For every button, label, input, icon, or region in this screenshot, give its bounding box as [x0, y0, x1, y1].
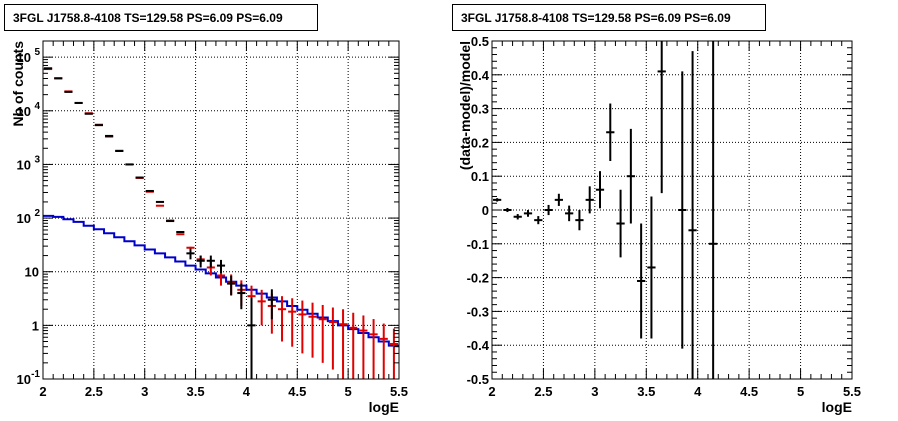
right-x-tick-label: 4.5 — [740, 384, 758, 399]
data-point — [186, 248, 195, 260]
left-x-tick-label: 3 — [141, 384, 148, 399]
residual-point — [637, 223, 646, 339]
left-y-tick-label: 10 — [17, 211, 31, 226]
right-y-tick-label: 0.2 — [471, 135, 489, 150]
right-y-tick-label: 0.5 — [471, 34, 489, 49]
data-point — [237, 283, 246, 310]
left-y-tick-exponent: 4 — [34, 101, 40, 112]
data-point — [216, 259, 226, 274]
right-x-tick-label: 2 — [488, 384, 495, 399]
right-x-tick-label: 5.5 — [843, 384, 861, 399]
model-point — [338, 309, 348, 379]
residual-point — [503, 207, 512, 213]
left-y-tick-exponent: -1 — [31, 369, 40, 380]
residual-point — [709, 41, 718, 379]
right-y-tick-label: 0.1 — [471, 169, 489, 184]
model-point — [308, 302, 317, 358]
right-x-tick-label: 3 — [591, 384, 598, 399]
residual-point — [534, 216, 543, 225]
data-point — [267, 289, 276, 320]
left-x-tick-label: 3.5 — [187, 384, 205, 399]
model-point — [328, 307, 337, 370]
right-x-tick-label: 3.5 — [637, 384, 655, 399]
model-point — [389, 328, 398, 379]
data-point — [196, 255, 205, 268]
data-point — [206, 255, 215, 268]
left-x-tick-label: 5.5 — [390, 384, 408, 399]
residual-point — [688, 51, 697, 379]
left-y-tick-label: 10 — [17, 104, 31, 119]
residual-point — [626, 128, 635, 224]
residual-point — [513, 214, 522, 220]
residual-point — [647, 196, 656, 339]
left-y-tick-label: 10 — [25, 265, 39, 280]
model-point — [349, 312, 358, 379]
residual-point — [544, 204, 553, 216]
left-y-tick-label: 10 — [17, 50, 31, 65]
left-y-tick-exponent: 3 — [34, 154, 40, 165]
right-x-tick-label: 5 — [797, 384, 804, 399]
model-point — [298, 300, 307, 354]
residual-point — [678, 71, 687, 349]
model-point — [186, 246, 195, 249]
right-x-tick-label: 4 — [694, 384, 702, 399]
model-point — [257, 289, 266, 326]
residual-point — [493, 198, 502, 202]
right-y-tick-label: -0.3 — [467, 304, 489, 319]
left-x-tick-label: 2 — [39, 384, 46, 399]
left-y-tick-exponent: 5 — [34, 47, 40, 58]
left-x-tick-label: 5 — [345, 384, 352, 399]
residual-point — [606, 103, 615, 161]
left-frame — [42, 40, 400, 380]
left-y-tick-label: 10 — [17, 372, 31, 387]
right-y-tick-label: -0.5 — [467, 372, 489, 387]
right-x-axis-label: logE — [822, 399, 852, 415]
data-point — [227, 275, 236, 296]
residual-point — [616, 189, 625, 258]
residual-point — [554, 193, 563, 206]
residual-points — [493, 41, 718, 379]
residual-point — [657, 41, 666, 194]
left-y-tick-label: 10 — [17, 157, 31, 172]
left-y-tick-label: 1 — [32, 318, 39, 333]
right-y-tick-label: -0.2 — [467, 271, 489, 286]
right-x-tick-label: 2.5 — [534, 384, 552, 399]
model-point — [288, 298, 297, 347]
left-x-tick-label: 4.5 — [288, 384, 306, 399]
residual-point — [565, 205, 574, 222]
right-y-tick-label: -0.4 — [467, 338, 490, 353]
left-y-axis-label: Nb of counts — [10, 41, 26, 127]
model-point — [277, 296, 287, 342]
left-y-tick-exponent: 2 — [34, 208, 40, 219]
left-panel-title: 3FGL J1758.8-4108 TS=129.58 PS=6.09 PS=6… — [4, 4, 318, 31]
model-point — [369, 319, 378, 379]
right-chart: 2 2.5 3 3.5 4 4.5 5 5.5 -0.5 -0.4 -0.3 -0.2 -0.1 0 0.1… — [457, 34, 861, 415]
right-y-axis-label: (data-model)/model — [457, 41, 473, 170]
right-y-tick-label: 0.3 — [471, 102, 489, 117]
right-y-tick-label: -0.1 — [467, 237, 489, 252]
model-point — [359, 315, 368, 379]
left-plot-area — [43, 41, 399, 379]
data-point — [247, 297, 256, 379]
left-x-tick-label: 4 — [243, 384, 251, 399]
right-y-tick-label: 0.4 — [471, 68, 490, 83]
residual-point — [595, 171, 605, 209]
residual-point — [585, 186, 594, 214]
right-panel-title: 3FGL J1758.8-4108 TS=129.58 PS=6.09 PS=6… — [452, 4, 766, 31]
residual-point — [575, 210, 584, 231]
residual-point — [523, 210, 533, 217]
model-point — [379, 323, 388, 379]
right-y-tick-label: 0 — [482, 203, 489, 218]
left-x-tick-label: 2.5 — [85, 384, 103, 399]
model-point — [318, 304, 327, 363]
left-x-axis-label: logE — [369, 399, 399, 415]
